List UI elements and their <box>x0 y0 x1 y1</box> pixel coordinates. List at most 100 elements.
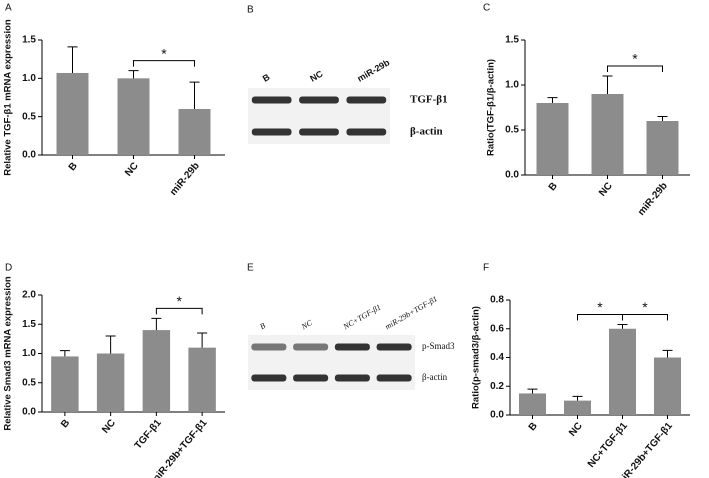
y-tick-label: 0.0 <box>505 170 519 181</box>
y-axis-label: Ratio(p-smad3/β-actin) <box>471 306 482 409</box>
y-tick-label: 0.5 <box>505 125 519 136</box>
x-tick-label: NC <box>100 418 118 436</box>
significance-bracket <box>577 313 623 321</box>
significance-label: * <box>597 299 603 315</box>
lane-label: NC+TGF-β1 <box>341 303 383 332</box>
bar <box>646 121 679 175</box>
row-label: β-actin <box>422 372 448 382</box>
blot-band <box>251 343 287 351</box>
x-tick-label: miR-29b <box>168 161 202 198</box>
x-tick-label: B <box>59 418 72 431</box>
y-tick-label: 0.8 <box>490 295 504 306</box>
bar <box>188 347 216 412</box>
y-tick-label: 0.5 <box>22 377 36 388</box>
bar <box>519 393 546 415</box>
blot-band <box>376 343 412 351</box>
panel-label: E <box>247 263 254 274</box>
error-bar <box>602 75 613 94</box>
lane-label: miR-29b <box>356 57 392 84</box>
blot-band <box>346 96 387 104</box>
error-bar <box>662 349 673 358</box>
y-tick-label: 0.4 <box>490 352 504 363</box>
row-label: TGF-β1 <box>410 94 448 106</box>
x-tick-label: NC <box>597 181 615 199</box>
bar <box>564 400 591 415</box>
y-tick-label: 1.5 <box>505 35 519 46</box>
blot-band <box>334 374 370 382</box>
significance-label: * <box>642 299 648 315</box>
y-tick-label: 0.2 <box>490 381 504 392</box>
y-tick-label: 0.0 <box>490 410 504 421</box>
bar <box>609 328 636 415</box>
error-bar <box>657 116 668 121</box>
x-tick-label: NC+TGF-β1 <box>586 420 630 470</box>
error-bar <box>128 70 139 79</box>
bar <box>591 94 624 175</box>
blot-band <box>299 96 339 104</box>
error-bar <box>189 81 200 109</box>
lane-label: NC <box>308 68 325 83</box>
x-tick-label: NC <box>567 421 585 439</box>
significance-label: * <box>177 293 183 309</box>
significance-label: * <box>161 45 167 61</box>
y-axis-label: Relative TGF-β1 mRNA expression <box>3 19 14 176</box>
significance-bracket <box>155 307 203 315</box>
error-bar <box>527 388 538 394</box>
panel-label: B <box>247 5 254 16</box>
y-axis-label: Relative Smad3 mRNA expression <box>3 276 14 431</box>
blot-band <box>251 96 292 104</box>
blot-band <box>334 343 370 351</box>
bar <box>56 72 89 155</box>
lane-label: B <box>261 72 272 84</box>
blot-band <box>293 374 329 382</box>
y-tick-label: 1.5 <box>22 35 36 46</box>
x-tick-label: B <box>547 181 560 194</box>
panel-label: C <box>483 3 490 14</box>
y-tick-label: 0.5 <box>22 111 36 122</box>
bar <box>178 109 211 155</box>
bar <box>654 357 681 415</box>
blot-background <box>248 88 390 144</box>
significance-bracket <box>607 65 663 72</box>
y-tick-label: 1.0 <box>505 80 519 91</box>
error-bar <box>59 350 70 357</box>
blot-band <box>251 374 287 382</box>
bar <box>142 330 171 412</box>
panel-label: F <box>483 263 489 274</box>
error-bar <box>151 317 162 331</box>
y-tick-label: 0.0 <box>22 407 36 418</box>
bar <box>536 103 569 175</box>
error-bar <box>617 323 628 329</box>
error-bar <box>547 97 558 103</box>
bar <box>51 356 79 412</box>
blot-band <box>293 343 329 351</box>
lane-label: NC <box>299 318 314 332</box>
lane-label: miR-29b+TGF-β1 <box>384 294 439 331</box>
x-tick-label: B <box>67 161 80 174</box>
panel-label: A <box>5 3 12 14</box>
y-tick-label: 1.0 <box>22 348 36 359</box>
significance-label: * <box>632 51 638 67</box>
blot-band <box>346 128 387 136</box>
error-bar <box>67 46 78 73</box>
x-tick-label: B <box>527 421 540 434</box>
blot-background <box>248 335 415 390</box>
x-tick-label: TGF-β1 <box>133 417 164 451</box>
blot-band <box>299 128 339 136</box>
y-tick-label: 1.0 <box>22 73 36 84</box>
y-tick-label: 0.6 <box>490 323 504 334</box>
bar <box>96 353 125 412</box>
error-bar <box>105 335 116 354</box>
row-label: β-actin <box>410 126 443 138</box>
x-tick-label: NC <box>123 161 141 179</box>
significance-bracket <box>622 313 668 321</box>
y-tick-label: 1.5 <box>22 319 36 330</box>
x-tick-label: miR-29b <box>636 181 670 218</box>
blot-band <box>251 128 292 136</box>
bar <box>117 78 150 155</box>
blot-band <box>376 374 412 382</box>
row-label: p-Smad3 <box>422 341 455 351</box>
lane-label: B <box>258 321 267 331</box>
error-bar <box>197 332 208 348</box>
